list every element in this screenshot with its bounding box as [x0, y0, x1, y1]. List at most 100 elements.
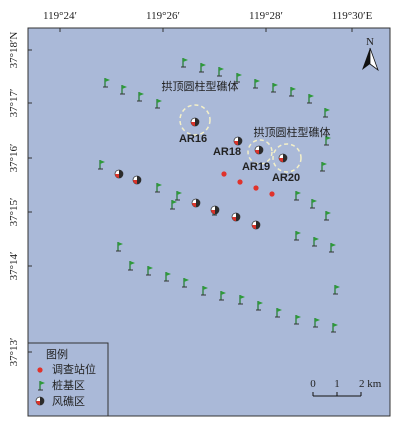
scale-bar [312, 392, 362, 397]
y-tick-label: 37°16′ [8, 144, 20, 173]
flag [172, 200, 177, 204]
flag [157, 99, 162, 103]
y-tick-label: 37°14′ [8, 252, 20, 281]
legend-label: 调查站位 [52, 362, 96, 376]
reef-half [196, 199, 200, 207]
x-tick-label: 119°26′ [146, 10, 180, 22]
y-tick-label: 37°17′ [8, 89, 20, 118]
flag [325, 108, 330, 112]
reef-half [215, 206, 219, 214]
pile-marker [324, 136, 331, 146]
y-tick-label: 37°18′N [8, 32, 20, 69]
flag [183, 58, 188, 62]
flag [105, 78, 110, 82]
pile-marker [128, 261, 135, 271]
site-label: AR20 [272, 172, 300, 184]
reef-red [255, 150, 259, 154]
flag [312, 199, 317, 203]
flag [221, 291, 226, 295]
flag [296, 231, 301, 235]
reef-red [36, 401, 40, 405]
legend-label: 桩基区 [52, 378, 85, 392]
pile-marker [310, 199, 317, 209]
reef-red [192, 203, 196, 207]
reef-marker [251, 220, 261, 230]
legend-label: 风礁区 [52, 394, 85, 408]
flag [100, 160, 105, 164]
flag [309, 94, 314, 98]
flag [148, 266, 153, 270]
pile-marker [38, 381, 45, 391]
scale-label: 1 [334, 378, 340, 390]
pile-marker [312, 237, 319, 247]
reef-red [252, 225, 256, 229]
pile-marker [155, 99, 162, 109]
flag [322, 162, 327, 166]
reef-red [279, 158, 283, 162]
flag [335, 285, 340, 289]
x-tick-label: 119°30′E [332, 10, 373, 22]
pile-marker [331, 323, 338, 333]
flag [118, 242, 123, 246]
flag [258, 301, 263, 305]
reef-marker [114, 169, 124, 179]
flag [273, 83, 278, 87]
legend-title: 图例 [46, 347, 68, 361]
pile-marker [98, 160, 105, 170]
flag [130, 261, 135, 265]
pile-marker [199, 63, 206, 73]
survey-station [253, 185, 259, 191]
flag [40, 381, 45, 385]
pile-marker [235, 73, 242, 83]
pile-marker [219, 291, 226, 301]
flag [166, 272, 171, 276]
pile-marker [294, 191, 301, 201]
reef-half [259, 146, 263, 154]
reef-marker [233, 136, 243, 146]
pile-marker [253, 79, 260, 89]
flag [315, 318, 320, 322]
reef-red [191, 122, 195, 126]
flag [333, 323, 338, 327]
flag [314, 237, 319, 241]
reef-red [133, 180, 137, 184]
flag [240, 295, 245, 299]
scale-label: 0 [310, 378, 316, 390]
reef-half [40, 397, 44, 405]
pile-marker [289, 87, 296, 97]
reef-red [115, 174, 119, 178]
survey-station [237, 179, 243, 185]
pile-marker [103, 78, 110, 88]
reef-marker [35, 396, 45, 406]
pile-marker [170, 200, 177, 210]
annotation: 拱顶圆柱型礁体 [162, 79, 239, 93]
reef-half [238, 137, 242, 145]
annotation: 拱顶圆柱型礁体 [254, 125, 331, 139]
reef-half [119, 170, 123, 178]
flag [296, 315, 301, 319]
pile-marker [323, 108, 330, 118]
reef-marker [190, 117, 200, 127]
pile-marker [324, 211, 331, 221]
flag [237, 73, 242, 77]
reef-marker [191, 198, 201, 208]
reef-zone [272, 143, 302, 173]
north-arrow [362, 47, 379, 72]
y-tick-label: 37°15′ [8, 198, 20, 227]
pile-marker [275, 308, 282, 318]
reef-half [256, 221, 260, 229]
reef-zone [179, 104, 211, 136]
flag [219, 67, 224, 71]
flag [177, 191, 182, 195]
x-tick-label: 119°24′ [43, 10, 77, 22]
pile-marker [320, 162, 327, 172]
reef-marker [278, 153, 288, 163]
reef-red [232, 217, 236, 221]
flag [326, 211, 331, 215]
pile-marker [329, 243, 336, 253]
flag [184, 278, 189, 282]
pile-marker [294, 315, 301, 325]
pile-marker [182, 278, 189, 288]
survey-station [221, 171, 227, 177]
